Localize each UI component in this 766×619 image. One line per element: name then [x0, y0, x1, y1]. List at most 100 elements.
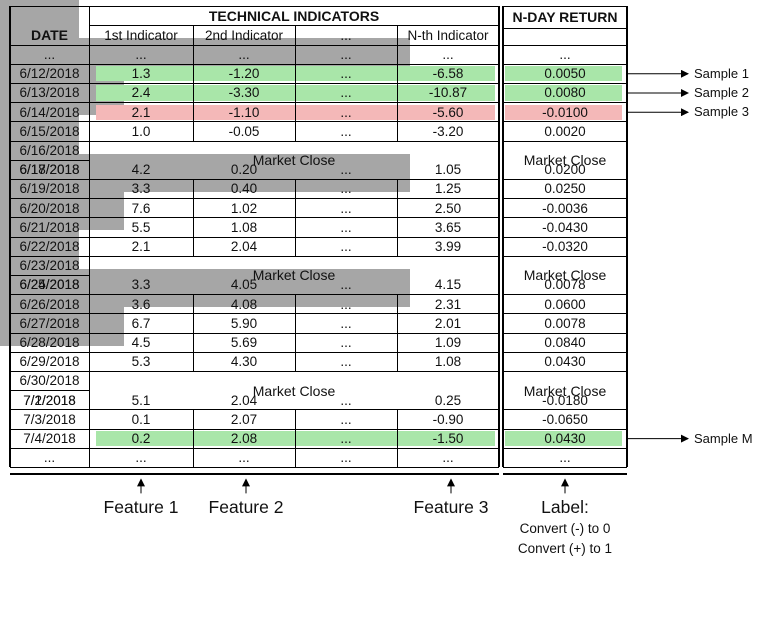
grid-line-h: [503, 82, 627, 84]
return-highlight-green: [505, 85, 622, 101]
market-close-return-label: Market Close: [523, 152, 607, 169]
market-close-return-label: Market Close: [523, 267, 607, 284]
indicator-cell: 5.5: [131, 219, 151, 235]
sample-label: Sample M: [694, 430, 753, 446]
column-header-nth-indicator: N-th Indicator: [407, 27, 489, 43]
indicator-cell: 4.2: [131, 162, 151, 178]
grid-line-h: [10, 82, 499, 84]
indicator-cell: ...: [340, 123, 352, 139]
ellipsis-cell: ...: [340, 450, 352, 466]
date-header: DATE: [30, 27, 69, 43]
indicator-cell: ...: [340, 181, 352, 197]
indicator-cell: ...: [340, 411, 352, 427]
grid-line-h: [503, 44, 627, 46]
indicator-cell: ...: [340, 392, 352, 408]
return-cell: 0.0430: [544, 431, 586, 447]
indicator-cell: 5.90: [230, 315, 258, 331]
grid-line-v: [396, 25, 398, 141]
indicator-cell: 2.1: [131, 239, 151, 255]
return-cell: 0.0020: [544, 123, 586, 139]
closed-date-1: 6/16/2018: [19, 143, 80, 159]
grid-line-h: [10, 313, 499, 315]
grid-line-v: [192, 25, 194, 141]
grid-line-h: [503, 255, 627, 257]
date-cell: 6/15/2018: [19, 123, 80, 139]
indicator-cell: 1.05: [434, 162, 462, 178]
indicator-cell: -1.50: [432, 431, 464, 447]
grid-line-h: [503, 63, 627, 65]
closed-date-2: 6/24/2018: [19, 277, 80, 293]
row-highlight-green: [96, 66, 495, 82]
grid-line-v: [294, 25, 296, 141]
grid-line-v: [502, 6, 504, 468]
return-cell: 0.0430: [544, 354, 586, 370]
indicator-cell: -3.30: [228, 85, 260, 101]
indicator-cell: 2.08: [230, 431, 258, 447]
date-cell: 7/2/2018: [23, 392, 76, 408]
grid-line-h: [10, 217, 499, 219]
grid-line-h: [503, 102, 627, 104]
grid-line-h: [503, 198, 627, 200]
grid-line-h: [10, 44, 499, 46]
market-close-return-label: Market Close: [523, 382, 607, 399]
n-day-return-header: N-DAY RETURN: [512, 9, 618, 25]
return-highlight-green: [505, 66, 622, 82]
date-cell: 6/25/2018: [19, 277, 80, 293]
grid-line-h: [503, 332, 627, 334]
grid-line-h: [10, 5, 499, 7]
grid-line-h: [10, 63, 499, 65]
ellipsis-cell: ...: [135, 450, 147, 466]
indicator-cell: ...: [340, 85, 352, 101]
date-cell: 6/20/2018: [19, 200, 80, 216]
label-title: Label:: [541, 497, 589, 518]
closed-date-2: 7/1/2018: [23, 392, 76, 408]
return-cell: -0.0320: [542, 239, 588, 255]
indicator-cell: ...: [340, 315, 352, 331]
indicator-cell: 1.0: [131, 123, 151, 139]
grid-line-h: [503, 27, 627, 29]
indicator-cell: 4.15: [434, 277, 462, 293]
closed-date-1: 6/30/2018: [19, 373, 80, 389]
grid-line-v: [498, 6, 500, 468]
grid-line-h: [503, 351, 627, 353]
grid-line-h: [503, 217, 627, 219]
grid-line-h: [503, 370, 627, 372]
indicator-cell: -5.60: [432, 104, 464, 120]
return-cell: 0.0840: [544, 335, 586, 351]
indicator-cell: 4.5: [131, 335, 151, 351]
indicator-cell: ...: [340, 335, 352, 351]
grid-line-h: [10, 409, 499, 411]
sample-label: Sample 2: [694, 85, 749, 100]
return-highlight-red: [505, 104, 622, 120]
date-cell: 6/13/2018: [19, 85, 80, 101]
grid-line-h: [503, 121, 627, 123]
indicator-cell: 0.2: [131, 431, 151, 447]
grid-line-v: [396, 294, 398, 372]
return-cell: 0.0250: [544, 181, 586, 197]
grid-line-h: [503, 447, 627, 449]
indicator-cell: ...: [340, 239, 352, 255]
grid-line-h: [10, 390, 89, 392]
indicator-cell: 3.3: [131, 277, 151, 293]
return-cell: 0.0080: [544, 85, 586, 101]
indicator-cell: ...: [340, 200, 352, 216]
date-cell: 6/12/2018: [19, 66, 80, 82]
grid-line-h: [10, 159, 89, 161]
date-cell: 6/28/2018: [19, 335, 80, 351]
return-cell: 0.0078: [544, 315, 586, 331]
indicator-cell: 0.25: [434, 392, 462, 408]
grid-line-h: [503, 178, 627, 180]
grid-line-v: [294, 294, 296, 372]
grid-line-v: [192, 409, 194, 468]
grid-line-h: [10, 370, 499, 372]
grid-line-v: [192, 294, 194, 372]
grid-line-h: [10, 102, 499, 104]
indicator-cell: 0.20: [230, 162, 258, 178]
return-cell: 0.0200: [544, 162, 586, 178]
column-header-2nd-indicator: 2nd Indicator: [204, 27, 284, 43]
return-bottom-border: [503, 473, 627, 476]
date-cell: 6/14/2018: [19, 104, 80, 120]
return-cell: -0.0036: [542, 200, 588, 216]
grid-line-v: [626, 6, 628, 468]
